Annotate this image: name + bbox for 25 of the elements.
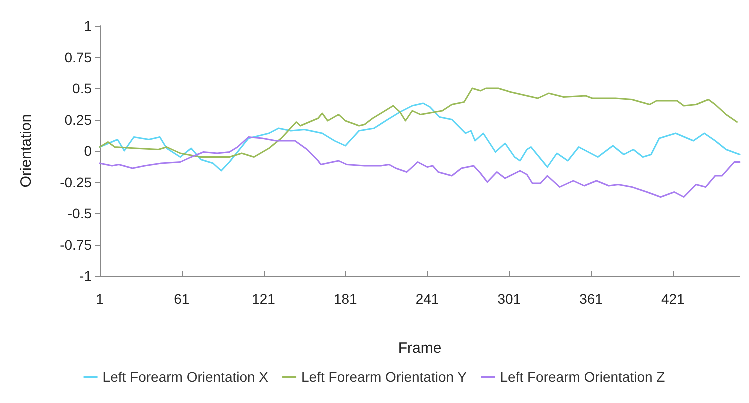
legend-label: Left Forearm Orientation Y bbox=[302, 369, 468, 385]
y-tick-label: -0.75 bbox=[60, 236, 92, 253]
x-tick-label: 1 bbox=[96, 291, 104, 307]
x-tick-label: 121 bbox=[252, 291, 276, 307]
y-tick-label: 0.75 bbox=[64, 49, 92, 66]
y-tick-label: 0.5 bbox=[72, 80, 92, 96]
line-series bbox=[99, 88, 738, 158]
x-tick-label: 361 bbox=[580, 291, 604, 307]
y-axis-title: Orientation bbox=[18, 114, 35, 188]
x-tick-label: 301 bbox=[498, 291, 522, 307]
legend-label: Left Forearm Orientation X bbox=[102, 369, 270, 385]
legend-label: Left Forearm Orientation Z bbox=[500, 369, 666, 385]
line-series bbox=[99, 102, 741, 172]
x-axis-title: Frame bbox=[398, 340, 442, 357]
y-tick-label: 0.25 bbox=[64, 112, 92, 128]
y-tick-label: -0.5 bbox=[68, 206, 92, 222]
y-tick-label: -1 bbox=[80, 268, 92, 284]
x-tick-label: 61 bbox=[174, 291, 190, 307]
line-series bbox=[99, 136, 741, 198]
y-tick-label: 0 bbox=[84, 143, 92, 159]
x-tick-label: 421 bbox=[661, 291, 686, 307]
x-tick-label: 181 bbox=[334, 291, 358, 307]
x-tick-label: 241 bbox=[416, 291, 440, 307]
y-tick-label: -0.25 bbox=[60, 174, 92, 190]
y-tick-label: 1 bbox=[84, 18, 92, 34]
